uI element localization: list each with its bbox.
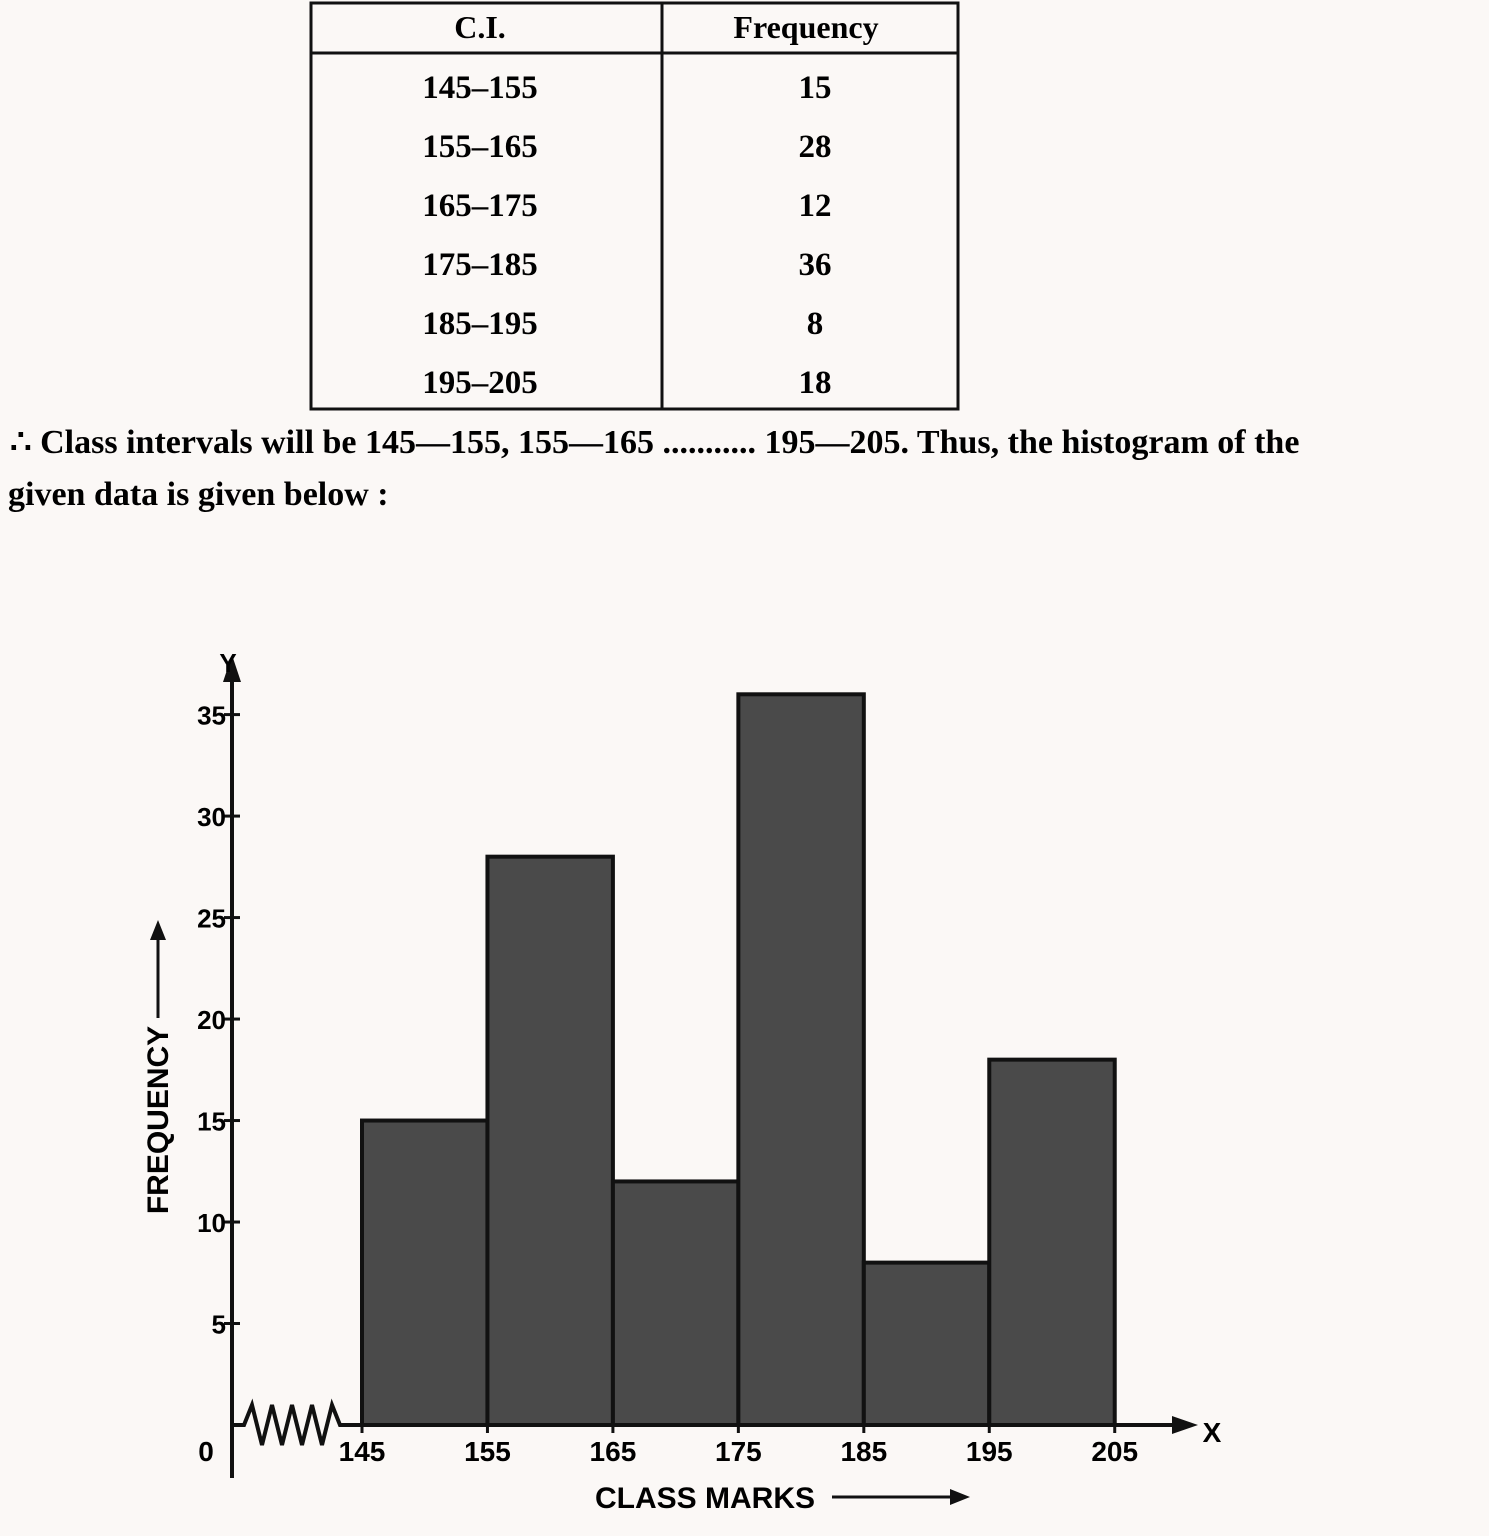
table-cell: 12 — [799, 188, 832, 224]
table-cell: 28 — [799, 129, 832, 165]
bar — [736, 692, 866, 1427]
bar — [360, 1118, 490, 1427]
x-tick-label: 165 — [590, 1436, 637, 1467]
bar — [987, 1057, 1117, 1428]
x-tick-label: 205 — [1091, 1436, 1138, 1467]
table-cell: 145–155 — [422, 70, 538, 106]
y-arrow — [223, 655, 241, 682]
x-tick-label: 145 — [339, 1436, 386, 1467]
bar — [485, 854, 615, 1427]
table-cell: 15 — [799, 70, 832, 106]
y-tick-label: 5 — [212, 1310, 226, 1340]
x-arrow — [1172, 1416, 1198, 1434]
table-body: 145–155 15 155–165 28 165–175 12 175–185 36 185–… — [422, 70, 831, 401]
x-tick-label: 175 — [715, 1436, 762, 1467]
y-tick-label: 15 — [197, 1107, 226, 1137]
table-cell: 165–175 — [422, 188, 538, 224]
table-cell: 155–165 — [422, 129, 538, 165]
xlabel-arrow — [950, 1489, 970, 1505]
y-tick-label: 30 — [197, 802, 226, 832]
y-tick-label: 35 — [197, 701, 226, 731]
x-axis-label: CLASS MARKS — [595, 1482, 815, 1515]
x-axis — [232, 1398, 1185, 1446]
y-axis-label: FREQUENCY — [142, 1026, 175, 1214]
table-header: Frequency — [733, 9, 878, 45]
x-tick-label: 185 — [840, 1436, 887, 1467]
paragraph-line: ∴ Class intervals will be 145—155, 155—1… — [10, 424, 1299, 461]
table-cell: 185–195 — [422, 306, 538, 342]
x-tick-label: 195 — [966, 1436, 1013, 1467]
y-tick-label: 0 — [198, 1436, 214, 1467]
y-tick-label: 10 — [197, 1208, 226, 1238]
ylabel-arrow — [150, 920, 166, 940]
y-axis-name: Y — [219, 648, 236, 678]
table — [309, 1, 960, 411]
y-tick-label: 20 — [197, 1005, 226, 1035]
x-axis-name: X — [1203, 1417, 1222, 1448]
y-tick-label: 25 — [197, 904, 226, 934]
paragraph-line: given data is given below : — [8, 476, 389, 513]
table-cell: 175–185 — [422, 247, 538, 283]
table-cell: 36 — [799, 247, 832, 283]
bar — [861, 1260, 992, 1427]
chart: Y X CLASS MARKS FREQUENCY 0 5 10 15 20 25 30 35… — [142, 648, 1222, 1515]
table-cell: 8 — [807, 306, 824, 342]
table-border — [309, 1, 960, 411]
table-cell: 195–205 — [422, 365, 538, 401]
table-cell: 18 — [799, 365, 832, 401]
x-tick-label: 155 — [464, 1436, 511, 1467]
bar — [610, 1179, 741, 1427]
table-header: C.I. — [454, 9, 506, 45]
